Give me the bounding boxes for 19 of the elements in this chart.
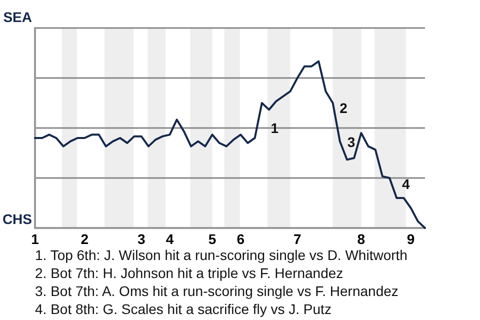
x-tick-label: 7 (293, 231, 302, 247)
x-tick-label: 2 (80, 231, 89, 247)
annotation: 4 (402, 176, 410, 192)
x-tick-label: 4 (166, 231, 174, 247)
x-tick-label: 1 (31, 231, 40, 247)
text: 3. Bot 7th: A. Oms hit a run-scoring single vs F. Hernandez (35, 283, 398, 299)
text: 2. Bot 7th: H. Johnson hit a triple vs F. Hernandez (35, 265, 344, 281)
annotation: 1 (270, 120, 279, 136)
text: 4. Bot 8th: G. Scales hit a sacrifice fly vs J. Putz (35, 301, 332, 317)
text: CHS (2, 211, 32, 227)
x-tick-label: 5 (208, 231, 216, 247)
x-tick-label: 8 (357, 231, 366, 247)
x-tick-label: 3 (137, 231, 146, 247)
annotation: 3 (347, 134, 356, 150)
x-tick-label: 9 (406, 231, 415, 247)
x-tick-label: 6 (236, 231, 245, 247)
annotation: 2 (340, 100, 348, 116)
text: SEA (3, 9, 32, 25)
text: 1. Top 6th: J. Wilson hit a run-scoring single vs D. Whitworth (35, 247, 408, 263)
